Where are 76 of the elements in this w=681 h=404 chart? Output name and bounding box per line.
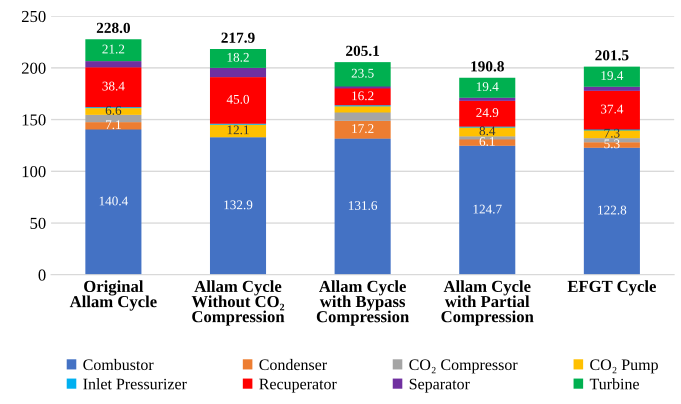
- data-label: 23.5: [352, 68, 374, 78]
- bar: [210, 77, 266, 124]
- x-tick-label: EFGT Cycle: [568, 280, 656, 296]
- bar: [85, 122, 142, 130]
- data-label: 122.8: [598, 206, 626, 215]
- x-tick-label: Allam Cycle with Partial Compression: [441, 280, 534, 326]
- bar: [584, 148, 640, 275]
- y-tick-label: 50: [30, 218, 46, 229]
- data-label: 38.4: [102, 82, 125, 91]
- x-tick-label: Allam Cycle Without CO₂ Compression: [192, 280, 284, 326]
- bar: [459, 139, 516, 146]
- bar: [334, 86, 391, 89]
- data-label: 6.6: [106, 106, 122, 115]
- bar: [584, 66, 640, 87]
- legend-label: Condenser: [259, 358, 327, 370]
- bar: [584, 86, 640, 91]
- y-tick-label: 150: [22, 114, 46, 126]
- data-label: 12.1: [228, 125, 249, 134]
- bar: [584, 90, 640, 130]
- total-label: 205.1: [346, 46, 380, 56]
- data-label: 21.2: [102, 44, 124, 54]
- data-label: 37.4: [600, 104, 624, 114]
- data-label: 19.4: [601, 71, 624, 80]
- data-label: 140.4: [100, 196, 128, 206]
- legend-label: Combustor: [83, 358, 154, 370]
- data-label: 7.3: [604, 128, 620, 138]
- bar: [459, 78, 516, 98]
- data-label: 132.9: [224, 200, 252, 210]
- legend-label: Separator: [410, 378, 470, 393]
- total-label: 217.9: [221, 32, 255, 43]
- total-label: 228.0: [96, 22, 130, 34]
- bar: [334, 120, 391, 139]
- bar: [85, 108, 142, 115]
- y-tick-label: 250: [22, 10, 46, 22]
- data-label: 8.4: [480, 126, 496, 136]
- data-label: 18.2: [228, 52, 249, 62]
- data-label: 16.2: [352, 91, 374, 100]
- legend-label: Recuperator: [259, 378, 337, 393]
- y-tick-label: 200: [22, 62, 46, 74]
- bar: [210, 137, 266, 275]
- y-tick-label: 100: [22, 166, 46, 178]
- legend-label: CO₂ Pump: [590, 359, 658, 374]
- data-label: 45.0: [226, 94, 250, 104]
- data-label: 124.7: [474, 204, 502, 214]
- data-label: 7.1: [106, 120, 121, 130]
- bar: [459, 98, 516, 101]
- bar: [584, 130, 640, 138]
- bar: [334, 106, 391, 113]
- total-label: 190.8: [471, 61, 504, 72]
- data-label: 17.2: [352, 124, 374, 134]
- bar: [85, 39, 142, 62]
- bar: [334, 62, 391, 86]
- bar: [334, 112, 391, 121]
- x-tick-label: Original Allam Cycle: [70, 280, 157, 311]
- data-label: 5.3: [604, 139, 620, 148]
- bar: [459, 100, 516, 127]
- bar: [85, 130, 142, 275]
- bar: [85, 67, 142, 108]
- bar: [210, 68, 266, 78]
- data-label: 131.6: [348, 201, 378, 210]
- legend-label: Inlet Pressurizer: [83, 378, 187, 390]
- data-label: 24.9: [476, 108, 498, 118]
- bar: [210, 49, 266, 68]
- bar: [334, 88, 391, 106]
- bar: [85, 61, 142, 68]
- legend-label: Turbine: [590, 378, 639, 390]
- bar: [459, 146, 516, 275]
- bar: [459, 128, 516, 136]
- x-tick-label: Allam Cycle with Bypass Compression: [316, 280, 409, 326]
- data-label: 19.4: [476, 82, 499, 92]
- legend-label: CO₂ Compressor: [409, 359, 518, 374]
- bar: [334, 138, 391, 275]
- total-label: 201.5: [595, 50, 629, 60]
- data-label: 6.1: [480, 137, 495, 146]
- bar: [210, 124, 266, 138]
- y-tick-label: 0: [38, 269, 46, 281]
